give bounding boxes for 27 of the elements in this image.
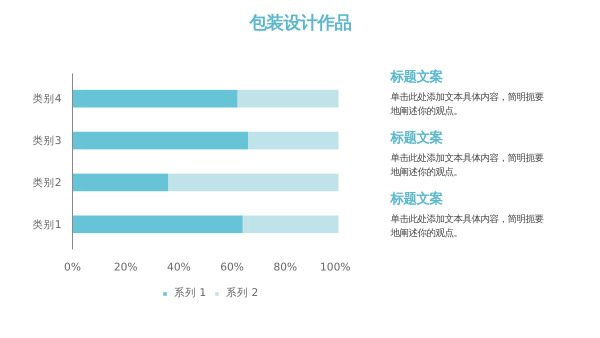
bar (72, 90, 238, 108)
text: 单击此处添加文本具体内容，简明扼要地阐述你的观点。 (390, 153, 544, 178)
x-tick-label: 40% (167, 260, 191, 274)
x-tick-label: 80% (273, 260, 298, 274)
bar (237, 90, 338, 108)
x-tick-label: 60% (220, 260, 244, 274)
bar (72, 216, 243, 234)
x-tick-label: 20% (114, 260, 138, 274)
x-tick-label: 100% (320, 260, 351, 274)
bar (248, 132, 338, 150)
legend-label: 系列 2 (226, 286, 258, 300)
x-tick-label: 0% (64, 260, 81, 274)
bar (72, 132, 248, 150)
text: 单击此处添加文本具体内容，简明扼要地阐述你的观点。 (390, 92, 544, 117)
chart-title: 包装设计作品 (248, 14, 352, 34)
text: 标题文案 (390, 69, 442, 85)
bar (168, 174, 338, 192)
y-tick-label: 类别2 (32, 176, 62, 189)
y-tick-label: 类别4 (32, 92, 62, 106)
y-tick-label: 类别3 (32, 134, 62, 148)
text: 标题文案 (390, 191, 442, 207)
text: 标题文案 (390, 130, 442, 146)
text: 单击此处添加文本具体内容，简明扼要地阐述你的观点。 (390, 214, 544, 239)
legend-label: 系列 1 (174, 286, 206, 300)
bar (242, 216, 338, 234)
y-tick-label: 类别1 (32, 218, 62, 231)
bar (72, 174, 168, 192)
